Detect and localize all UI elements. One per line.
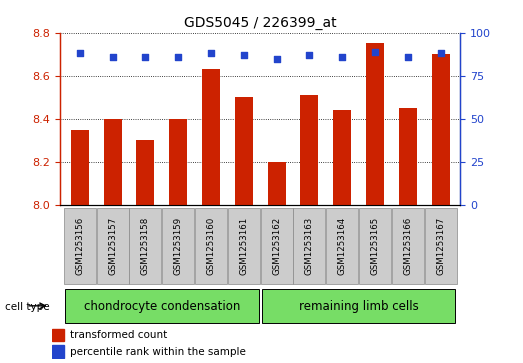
Point xyxy=(207,50,215,56)
Bar xyxy=(399,108,417,205)
Text: chondrocyte condensation: chondrocyte condensation xyxy=(84,300,240,313)
Bar xyxy=(268,162,286,205)
Point xyxy=(141,54,150,60)
Point xyxy=(108,54,117,60)
Bar xyxy=(333,110,351,205)
Bar xyxy=(202,69,220,205)
Point xyxy=(272,56,281,61)
Bar xyxy=(366,44,384,205)
Bar xyxy=(104,119,122,205)
Text: GSM1253166: GSM1253166 xyxy=(403,217,412,275)
Point xyxy=(371,49,379,54)
Bar xyxy=(431,54,450,205)
Title: GDS5045 / 226399_at: GDS5045 / 226399_at xyxy=(184,16,336,30)
Text: GSM1253160: GSM1253160 xyxy=(207,217,215,275)
Bar xyxy=(300,95,319,205)
Text: GSM1253164: GSM1253164 xyxy=(338,217,347,275)
Text: GSM1253157: GSM1253157 xyxy=(108,217,117,275)
Bar xyxy=(169,119,187,205)
Bar xyxy=(52,329,64,341)
Text: GSM1253165: GSM1253165 xyxy=(370,217,380,275)
Text: remaining limb cells: remaining limb cells xyxy=(299,300,418,313)
Point xyxy=(240,52,248,58)
Point xyxy=(338,54,346,60)
Bar xyxy=(97,208,129,284)
Bar xyxy=(65,289,258,323)
Text: percentile rank within the sample: percentile rank within the sample xyxy=(70,347,246,356)
Bar xyxy=(235,97,253,205)
Bar xyxy=(162,208,194,284)
Text: GSM1253158: GSM1253158 xyxy=(141,217,150,275)
Point xyxy=(174,54,183,60)
Bar xyxy=(260,208,292,284)
Bar xyxy=(425,208,457,284)
Bar xyxy=(71,130,89,205)
Bar xyxy=(262,289,456,323)
Point xyxy=(436,50,445,56)
Text: transformed count: transformed count xyxy=(70,330,167,340)
Text: GSM1253161: GSM1253161 xyxy=(240,217,248,275)
Bar xyxy=(64,208,96,284)
Bar xyxy=(137,140,154,205)
Bar xyxy=(195,208,227,284)
Point xyxy=(305,52,314,58)
Text: cell type: cell type xyxy=(5,302,50,312)
Text: GSM1253167: GSM1253167 xyxy=(436,217,445,275)
Bar xyxy=(392,208,424,284)
Bar xyxy=(326,208,358,284)
Bar xyxy=(52,345,64,358)
Text: GSM1253159: GSM1253159 xyxy=(174,217,183,275)
Text: GSM1253163: GSM1253163 xyxy=(305,217,314,275)
Bar xyxy=(359,208,391,284)
Bar xyxy=(293,208,325,284)
Bar xyxy=(129,208,162,284)
Text: GSM1253162: GSM1253162 xyxy=(272,217,281,275)
Bar xyxy=(228,208,260,284)
Point xyxy=(404,54,412,60)
Point xyxy=(76,50,84,56)
Text: GSM1253156: GSM1253156 xyxy=(75,217,84,275)
